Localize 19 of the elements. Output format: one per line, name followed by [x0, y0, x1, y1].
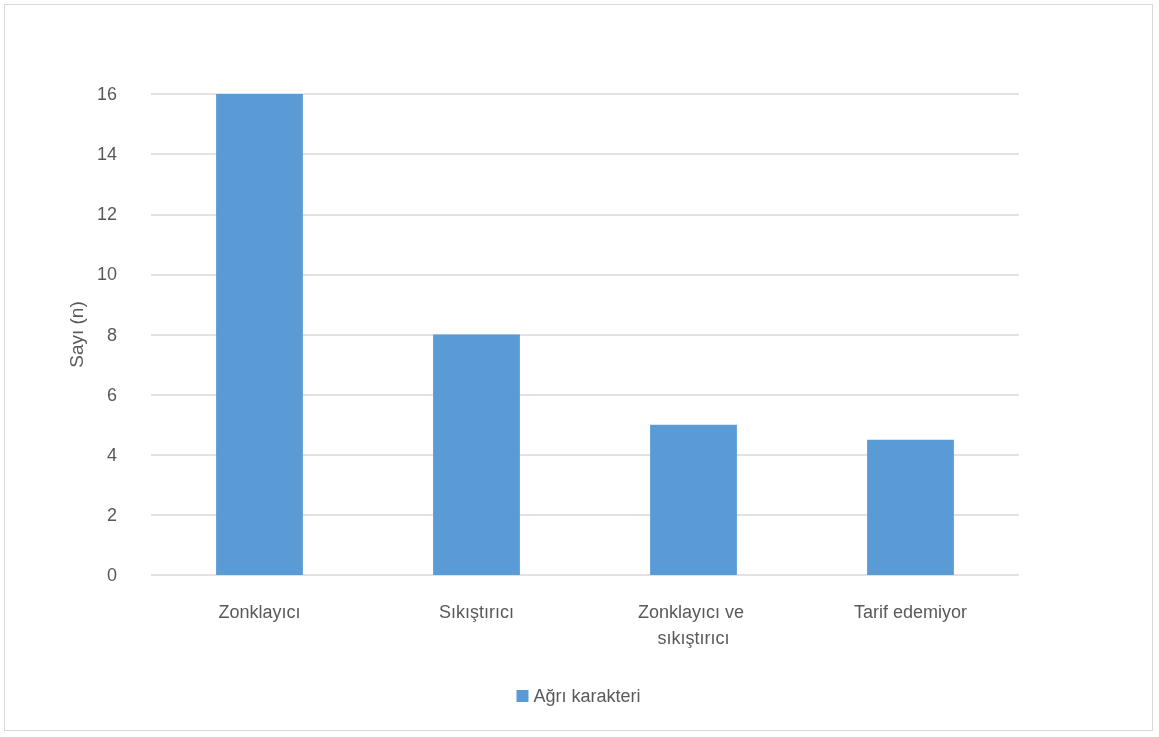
- y-tick-label: 14: [96, 144, 117, 165]
- x-tick-label: Sıkıştırıcı: [438, 602, 515, 622]
- bar: [433, 334, 520, 575]
- x-tick-label: Tarif edemiyor: [853, 602, 968, 622]
- legend-label: Ağrı karakteri: [533, 686, 641, 706]
- y-axis-title: Sayı (n): [66, 301, 88, 368]
- y-tick-label: 16: [96, 84, 117, 104]
- bar: [216, 94, 303, 575]
- y-tick-label: 10: [96, 264, 117, 285]
- y-tick-label: 4: [106, 444, 117, 465]
- y-tick-label: 6: [106, 384, 117, 405]
- bar: [867, 439, 954, 575]
- x-tick-label: Zonklayıcı: [218, 602, 301, 622]
- y-tick-label: 2: [106, 504, 117, 525]
- bar: [650, 424, 737, 575]
- y-tick-label: 8: [106, 324, 117, 345]
- y-tick-label: 0: [106, 565, 117, 585]
- x-tick-label: Zonklayıcı ve sıkıştırıcı: [637, 602, 750, 648]
- y-tick-label: 12: [96, 204, 117, 225]
